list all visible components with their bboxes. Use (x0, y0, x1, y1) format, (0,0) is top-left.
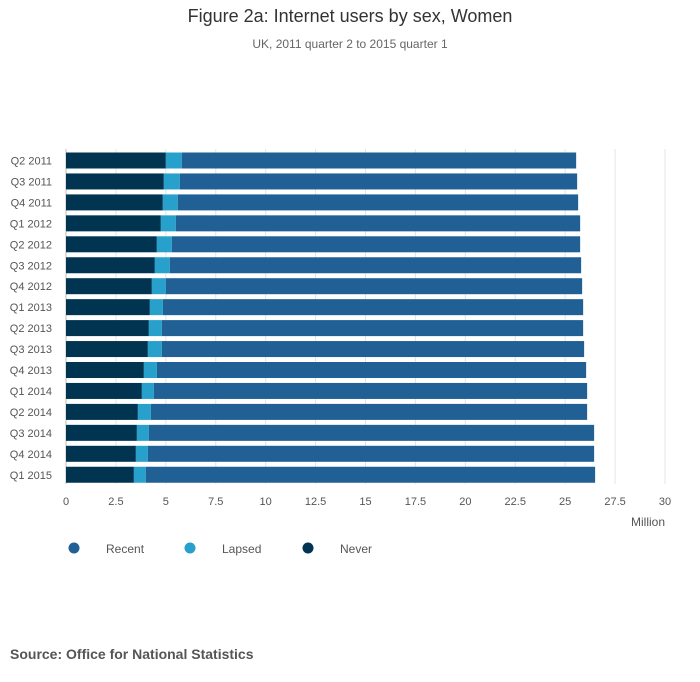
bar-segment-never (66, 382, 142, 399)
bar-segment-never (66, 341, 148, 358)
legend: Recent Lapsed Never (68, 542, 373, 556)
bar-segment-recent (169, 257, 582, 274)
chart-title: Figure 2a: Internet users by sex, Women (187, 6, 513, 26)
bar-segment-recent (177, 194, 579, 211)
x-tick-label: 2.5 (108, 496, 123, 508)
category-label: Q2 2012 (10, 239, 52, 251)
category-label: Q1 2015 (10, 470, 52, 482)
bar-segment-lapsed (160, 215, 176, 232)
x-tick-label: 25 (559, 496, 571, 508)
bar-segment-never (66, 299, 150, 316)
bar-segment-recent (175, 215, 581, 232)
bar-segment-recent (150, 403, 588, 420)
bars (66, 152, 596, 483)
bar-segment-never (66, 403, 138, 420)
bar-segment-lapsed (154, 257, 170, 274)
bar-segment-never (66, 152, 166, 169)
bar-segment-never (66, 257, 155, 274)
bar-segment-recent (145, 466, 596, 483)
category-label: Q1 2012 (10, 218, 52, 230)
x-tick-label: 17.5 (405, 496, 426, 508)
x-tick-label: 22.5 (505, 496, 526, 508)
bar-segment-lapsed (149, 299, 163, 316)
category-label: Q4 2011 (11, 197, 52, 209)
bar-segment-lapsed (143, 362, 157, 378)
category-label: Q1 2014 (10, 386, 52, 398)
bar-segment-recent (162, 299, 584, 316)
bar-segment-lapsed (162, 194, 178, 211)
bar-segment-lapsed (141, 382, 154, 399)
x-tick-label: 5 (163, 496, 169, 508)
bar-segment-never (66, 236, 157, 253)
legend-swatch (302, 542, 314, 554)
category-label: Q2 2011 (11, 156, 52, 168)
bar-segment-never (66, 278, 152, 295)
category-label: Q3 2011 (11, 176, 52, 188)
bar-segment-recent (165, 278, 583, 295)
bar-segment-lapsed (135, 445, 148, 462)
bar-segment-lapsed (136, 424, 149, 441)
bar-segment-lapsed (137, 403, 151, 420)
bar-segment-recent (161, 320, 584, 337)
bar-segment-lapsed (133, 466, 146, 483)
legend-item-never[interactable]: Never (302, 542, 373, 556)
bar-segment-recent (153, 382, 588, 399)
category-label: Q3 2013 (10, 344, 52, 356)
bar-segment-never (66, 466, 134, 483)
legend-swatch (68, 542, 80, 554)
legend-swatch (184, 542, 196, 554)
bar-segment-recent (148, 424, 595, 441)
category-label: Q2 2013 (10, 323, 52, 335)
bar-segment-never (66, 215, 161, 232)
bar-segment-recent (156, 362, 587, 378)
x-axis-unit-label: Million (631, 515, 665, 529)
x-tick-label: 0 (63, 496, 69, 508)
x-tick-label: 20 (459, 496, 471, 508)
bar-segment-never (66, 362, 144, 378)
category-axis: Q2 2011 Q3 2011 Q4 2011 Q1 2012 Q2 2012 Q3 20… (10, 156, 52, 482)
category-label: Q3 2014 (10, 428, 52, 440)
bar-segment-recent (171, 236, 581, 253)
legend-item-lapsed[interactable]: Lapsed (184, 542, 262, 556)
bar-segment-lapsed (148, 320, 162, 337)
bar-segment-lapsed (147, 341, 162, 358)
category-label: Q1 2013 (10, 302, 52, 314)
category-label: Q2 2014 (10, 407, 52, 419)
bar-segment-recent (181, 152, 577, 169)
chart-subtitle: UK, 2011 quarter 2 to 2015 quarter 1 (252, 37, 448, 51)
bar-segment-never (66, 320, 149, 337)
bar-segment-never (66, 194, 163, 211)
bar-segment-never (66, 173, 164, 190)
legend-label: Never (340, 542, 372, 556)
bar-segment-lapsed (165, 152, 182, 169)
bar-segment-recent (161, 341, 585, 358)
x-tick-label: 10 (260, 496, 272, 508)
category-label: Q4 2013 (10, 365, 52, 377)
x-tick-label: 30 (659, 496, 671, 508)
x-tick-label: 15 (359, 496, 371, 508)
category-label: Q4 2014 (10, 449, 52, 461)
legend-label: Lapsed (222, 542, 261, 556)
bar-segment-lapsed (151, 278, 166, 295)
x-tick-label: 27.5 (604, 496, 625, 508)
bar-segment-never (66, 424, 137, 441)
value-axis: 0 2.5 5 7.5 10 12.5 15 17.5 20 22.5 25 27.5 30 (63, 496, 671, 508)
legend-item-recent[interactable]: Recent (68, 542, 145, 556)
x-tick-label: 7.5 (208, 496, 223, 508)
bar-segment-recent (147, 445, 595, 462)
legend-label: Recent (106, 542, 145, 556)
bar-segment-never (66, 445, 136, 462)
category-label: Q4 2012 (10, 281, 52, 293)
x-tick-label: 12.5 (305, 496, 326, 508)
bar-segment-recent (179, 173, 578, 190)
bar-segment-lapsed (156, 236, 172, 253)
bar-segment-lapsed (163, 173, 180, 190)
source-note: Source: Office for National Statistics (10, 646, 254, 662)
category-label: Q3 2012 (10, 260, 52, 272)
